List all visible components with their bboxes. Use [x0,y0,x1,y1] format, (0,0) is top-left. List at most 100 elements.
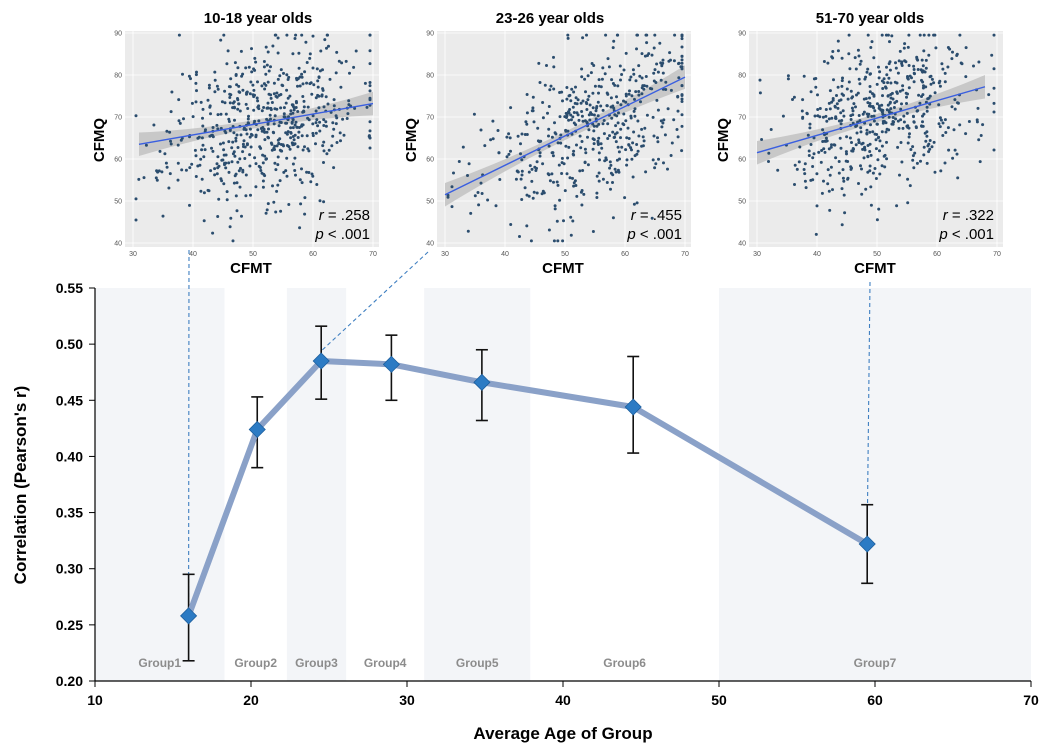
scatter-point [584,151,588,155]
scatter-point [575,102,579,106]
scatter-point [612,106,616,110]
scatter-point [843,211,847,215]
scatter-point [635,201,639,205]
scatter-point [301,95,305,98]
scatter-point [345,117,349,120]
scatter-point [767,160,770,163]
scatter-point [644,75,648,78]
scatter-point [661,58,665,62]
scatter-point [619,78,622,82]
series-markers [180,352,876,625]
scatter-point [261,153,265,157]
scatter-point [680,94,684,97]
scatter-point [170,90,174,94]
scatter-point [227,117,231,121]
scatter-point [296,136,300,139]
scatter-point [657,157,660,161]
scatter-point [321,144,325,148]
scatter-point [592,113,596,117]
scatter-point [847,80,851,84]
scatter-point [932,81,936,85]
scatter-point [841,109,845,113]
scatter-point [223,89,227,93]
scatter-point [311,122,315,126]
scatter-point [586,74,590,78]
inset-y-tick-label: 60 [114,157,122,164]
scatter-point [202,191,206,195]
scatter-point [964,46,968,50]
scatter-point [282,170,286,174]
scatter-point [992,67,996,71]
scatter-point [525,133,529,136]
scatter-point [282,71,285,75]
scatter-point [906,125,910,129]
scatter-point [324,120,328,124]
scatter-point [543,83,547,87]
scatter-point [569,233,573,237]
scatter-point [253,156,257,160]
scatter-point [368,120,372,124]
scatter-point [264,83,268,87]
scatter-point [289,136,293,140]
scatter-point [301,148,305,152]
scatter-point [891,122,895,126]
group-label: Group7 [854,656,897,670]
scatter-point [669,154,673,157]
scatter-point [216,166,220,170]
scatter-point [331,134,335,138]
scatter-point [823,150,827,154]
scatter-point [144,143,148,147]
scatter-point [852,102,856,106]
y-tick-label: 0.20 [56,673,83,689]
inset-y-tick-label: 40 [738,241,746,248]
scatter-point [921,120,924,124]
scatter-point [518,235,521,238]
scatter-point [875,102,879,106]
scatter-point [801,116,805,120]
scatter-point [850,166,853,170]
scatter-point [322,200,326,204]
scatter-point [596,143,600,146]
scatter-point [826,168,830,172]
scatter-point [286,130,290,134]
scatter-point [552,180,555,184]
scatter-point [964,75,968,79]
scatter-point [160,170,164,174]
scatter-point [168,130,172,134]
scatter-point [880,144,884,148]
scatter-point [857,140,861,144]
scatter-point [317,94,321,98]
scatter-point [655,62,659,66]
scatter-point [206,98,210,102]
scatter-point [580,114,584,118]
scatter-point [208,105,212,109]
scatter-point [291,104,295,108]
scatter-point [634,79,638,83]
data-point-marker [858,535,876,553]
scatter-point [176,143,180,147]
scatter-point [628,78,632,82]
scatter-point [581,99,585,103]
scatter-point [580,110,584,113]
scatter-point [884,85,887,89]
scatter-point [594,109,598,113]
scatter-point [668,51,672,55]
scatter-point [857,182,860,185]
scatter-point [252,108,256,112]
scatter-point [163,152,167,156]
scatter-point [299,202,303,206]
data-point-marker [624,398,642,416]
inset-p-stat: p < .001 [314,226,370,243]
scatter-point [606,122,610,126]
scatter-point [622,112,626,116]
scatter-point [578,169,582,173]
scatter-point [922,33,926,37]
scatter-point [630,157,634,161]
scatter-point [831,50,835,53]
scatter-point [803,172,807,176]
inset-y-tick-label: 60 [426,157,434,164]
scatter-point [230,160,234,164]
scatter-point [317,106,321,110]
scatter-point [525,224,529,228]
scatter-point [277,141,281,145]
